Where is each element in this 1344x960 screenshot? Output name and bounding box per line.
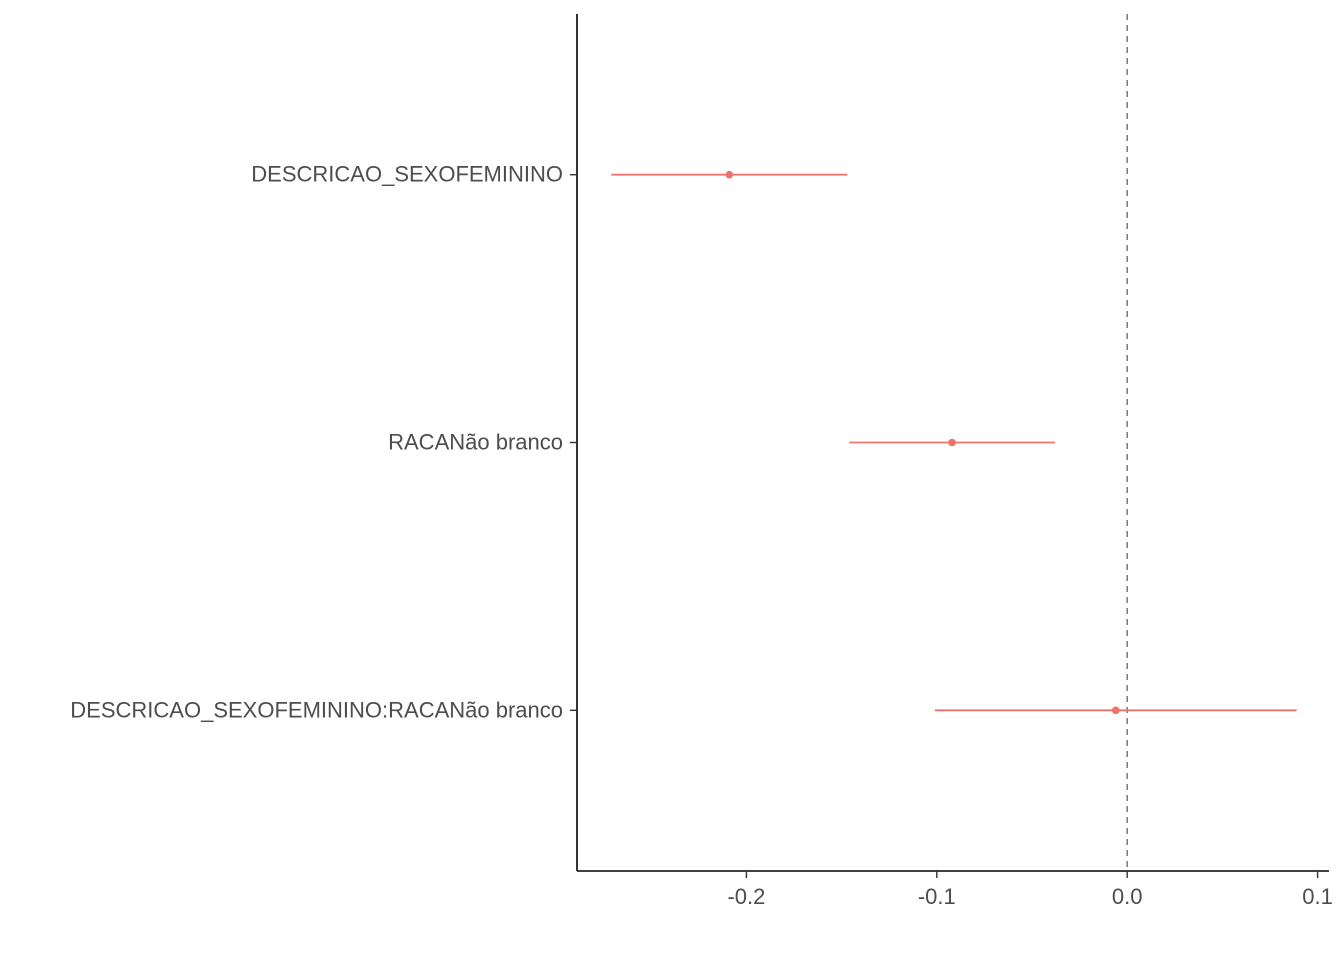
term-2 (849, 438, 1055, 447)
terms-layer (611, 170, 1297, 715)
x-tick-label: -0.1 (918, 884, 956, 909)
term-1 (611, 170, 848, 179)
point-estimate (725, 170, 734, 179)
x-tick-label: -0.2 (727, 884, 765, 909)
y-tick-label: RACANão branco (388, 430, 563, 455)
x-ticks-layer: -0.2 -0.1 0.0 0.1 (727, 871, 1333, 909)
point-estimate (948, 438, 956, 447)
y-tick-label: DESCRICAO_SEXOFEMININO (251, 162, 563, 187)
term-3 (934, 706, 1297, 715)
point-estimate (1111, 706, 1120, 715)
y-ticks-layer: DESCRICAO_SEXOFEMININO RACANão branco DESC… (70, 162, 577, 722)
y-tick-label: DESCRICAO_SEXOFEMININO:RACANão branco (70, 697, 563, 722)
x-tick-label: 0.1 (1302, 884, 1333, 909)
x-tick-label: 0.0 (1112, 884, 1143, 909)
